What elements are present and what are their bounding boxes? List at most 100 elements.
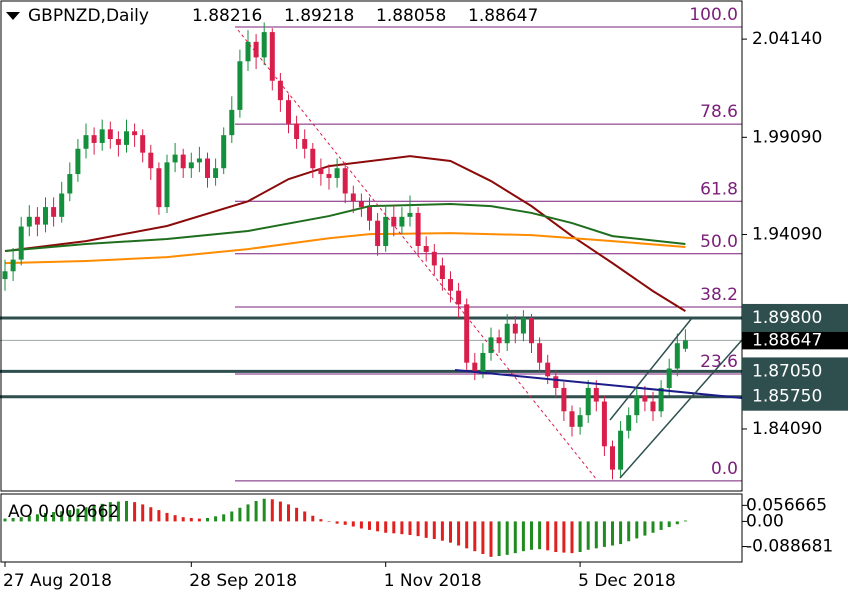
candle-body [10,259,16,272]
candle-body [626,415,632,431]
candle-body [561,387,567,412]
candle-body [107,129,113,140]
candle-body [310,148,316,169]
ao-bar [521,521,525,552]
moving-average [4,232,686,265]
main-frame [0,0,743,492]
ao-bar [311,515,315,522]
candle-body [269,32,275,81]
ao-bar [473,521,477,552]
ao-bar [376,521,380,532]
candle-body [431,251,437,266]
header-low: 1.88058 [376,6,446,26]
ao-bar [254,501,258,522]
candle-body [124,131,129,145]
candle-body [302,139,308,149]
candle-body [529,317,534,344]
candle-body [391,216,397,227]
candle-body [180,154,186,169]
ao-bar [643,521,647,536]
ao-bar [675,521,679,525]
menu-arrow[interactable] [6,12,20,20]
candle-body [59,193,65,217]
channel-upper [609,317,693,421]
candle-body [423,246,429,252]
fib-label: 38.2 [700,285,738,305]
candle-body [472,362,478,373]
ao-bar [100,503,104,522]
candle-body [26,216,32,227]
candle-body [496,337,502,344]
candle-body [367,207,372,221]
ao-bar [19,517,23,522]
ao-bar [400,521,404,535]
ao-bar [416,521,420,537]
candle-body [115,139,121,145]
candle-body [350,193,356,202]
ao-bar [538,521,542,550]
ao-bar [481,521,485,555]
candle-body [253,41,259,58]
ao-bar [173,515,177,522]
fib-label: 50.0 [700,232,738,252]
level-box [742,382,848,411]
ao-bar [116,501,120,522]
ao-bar [667,521,671,528]
ao-bar [165,512,169,522]
candle-body [205,158,210,178]
ao-bar [60,511,64,522]
candle-body [245,41,251,62]
candle-body [83,135,89,149]
fib-label: 0.0 [711,459,738,479]
candle-body [318,168,324,175]
ao-bar [351,521,355,527]
ao-bar [76,508,80,522]
ao-bar [262,498,266,522]
candle-body [585,387,591,416]
ao-bar [27,515,31,522]
candle-body [75,148,81,175]
ao-bar [505,521,509,555]
candle-body [213,168,219,178]
ao-bar [246,504,250,522]
candle-body [34,216,40,225]
ao-bar [319,519,323,522]
level-label: 1.89800 [752,308,822,328]
ao-bar [133,502,137,522]
ao-bar [68,510,72,522]
candle-body [237,61,243,110]
candle-body [261,32,267,58]
fib-label: 100.0 [689,5,738,25]
ao-bar [578,521,582,553]
plot: 100.0 78.6 61.8 50.0 38.2 23.6 0.0 [0,5,742,557]
ao-bar [52,512,56,522]
channel-lower [619,339,743,479]
level-label: 1.85750 [752,387,822,407]
ao-bar [440,521,444,541]
x-tick-label: 5 Dec 2018 [578,571,676,591]
fib-label: 78.6 [700,102,738,122]
candle-body [407,212,413,217]
ao-bar [335,521,339,524]
ao-bar [611,521,614,546]
ao-bar [157,510,161,522]
ao-bar [238,507,242,522]
candle-body [682,340,688,349]
candle-body [488,337,494,353]
candle-body [520,317,526,334]
ao-bar [189,518,193,522]
ao-bar [554,521,558,553]
candle-body [132,131,138,136]
ao-bar [327,521,331,522]
candle-body [164,162,170,208]
ao-bar [222,514,226,522]
candle-body [2,271,8,280]
candle-body [593,387,599,402]
candle-body [537,343,543,363]
candle-body [512,323,518,334]
ao-bar [108,502,112,522]
candle-body [658,387,664,412]
ao-bar [149,507,153,522]
level-box [742,303,848,332]
candle-body [91,135,97,143]
